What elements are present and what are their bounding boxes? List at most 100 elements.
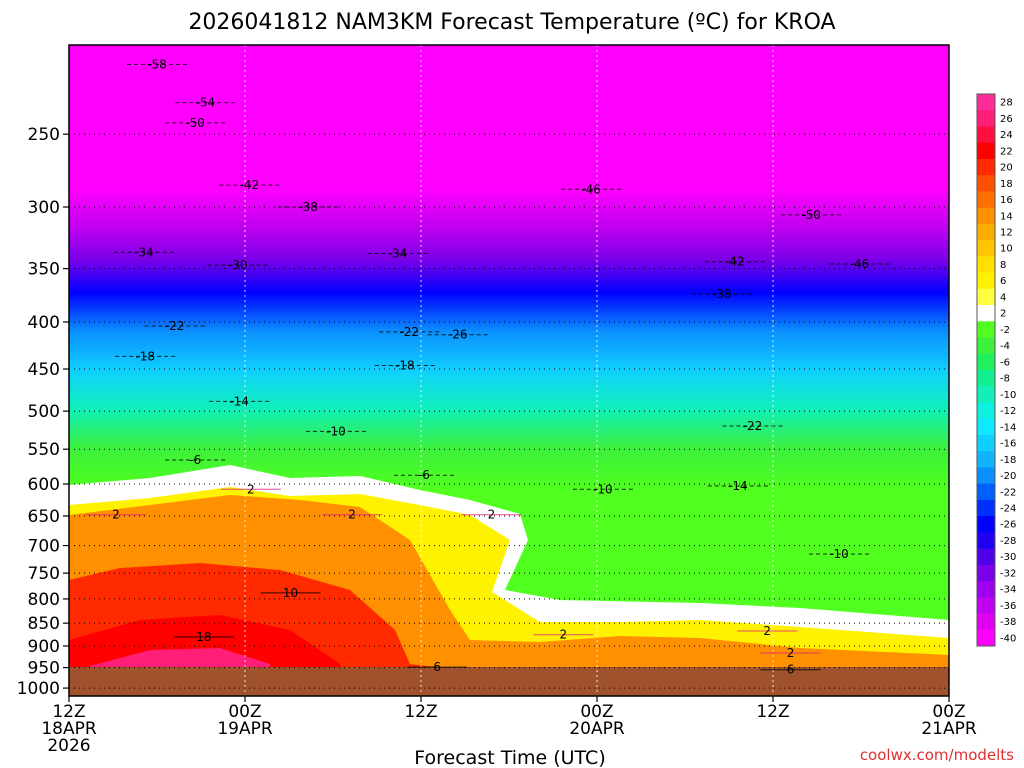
- colorbar-swatch: [977, 402, 995, 420]
- x-tick-label: 00Z: [580, 702, 613, 722]
- colorbar-swatch: [977, 532, 995, 550]
- colorbar-swatch: [977, 597, 995, 615]
- colorbar-swatch: [977, 434, 995, 452]
- colorbar-tick-label: -14: [1000, 422, 1016, 433]
- ground-layer: [69, 667, 949, 696]
- colorbar-tick-label: -32: [1000, 568, 1016, 579]
- x-tick-label: 12Z: [404, 702, 437, 722]
- colorbar: 28 26 24 22 20 18 16 14 12 10 8 6 4 2 -2 -4 -6 -8 -10 -12 -1…: [976, 93, 1016, 647]
- colorbar-tick-label: -18: [1000, 455, 1016, 466]
- isotherm-label: -26: [448, 328, 468, 342]
- colorbar-tick-label: -4: [1000, 341, 1010, 352]
- colorbar-swatch: [977, 337, 995, 355]
- colorbar-frame: [976, 93, 996, 647]
- colorbar-swatch: [977, 272, 995, 290]
- colorbar-swatch: [977, 370, 995, 387]
- colorbar-tick-label: -40: [1000, 633, 1016, 644]
- colorbar-swatch: [977, 629, 995, 647]
- isotherm-label: 2: [559, 628, 567, 642]
- colorbar-swatch: [977, 418, 995, 436]
- colorbar-swatch: [977, 110, 995, 127]
- y-tick-label: 350: [28, 260, 60, 280]
- isotherm-label: 6: [433, 660, 441, 674]
- x-tick-label: 20APR: [569, 719, 625, 739]
- y-tick-label: 950: [28, 659, 60, 679]
- colorbar-tick-label: -10: [1000, 390, 1016, 401]
- isotherm-label: 2: [488, 508, 496, 522]
- colorbar-swatch: [977, 288, 995, 306]
- colorbar-tick-label: -30: [1000, 552, 1016, 563]
- colorbar-tick-label: 8: [1000, 260, 1006, 271]
- colorbar-swatch: [977, 451, 995, 468]
- x-tick-label: 21APR: [921, 719, 977, 739]
- y-tick-label: 250: [28, 125, 60, 145]
- isotherm-label: -38: [298, 200, 318, 214]
- colorbar-tick-label: 16: [1000, 195, 1013, 206]
- colorbar-swatch: [977, 191, 995, 209]
- y-tick-label: 700: [28, 537, 60, 557]
- y-tick-label: 550: [28, 440, 60, 460]
- colorbar-tick-label: 2: [1000, 309, 1006, 320]
- colorbar-tick-label: 20: [1000, 163, 1013, 174]
- colorbar-swatch: [977, 581, 995, 598]
- colorbar-tick-label: -20: [1000, 471, 1016, 482]
- isotherm-label: -18: [395, 358, 415, 372]
- isotherm-label: -22: [399, 325, 419, 339]
- colorbar-swatch: [977, 613, 995, 631]
- colorbar-swatch: [977, 548, 995, 566]
- x-tick-label: 2026: [47, 736, 90, 756]
- credit-link[interactable]: coolwx.com/modelts: [860, 746, 1014, 764]
- isotherm-label: -14: [728, 479, 748, 493]
- colorbar-swatch: [977, 126, 995, 144]
- colorbar-tick-label: 18: [1000, 179, 1013, 190]
- isotherm-label: 10: [283, 586, 298, 600]
- isotherm-label: -34: [134, 245, 154, 259]
- isotherm-label: -46: [581, 182, 601, 196]
- y-axis-ticks: 250 300 350 400 450 500 550 600 650 700 750 800 850 9…: [17, 125, 69, 699]
- colorbar-swatch: [977, 386, 995, 403]
- colorbar-tick-label: 4: [1000, 292, 1006, 303]
- isotherm-label: -34: [388, 246, 408, 260]
- colorbar-tick-label: 26: [1000, 114, 1013, 125]
- isotherm-label: -22: [743, 419, 763, 433]
- colorbar-tick-label: -12: [1000, 406, 1016, 417]
- colorbar-tick-label: -8: [1000, 374, 1010, 385]
- x-tick-label: 12Z: [756, 702, 789, 722]
- isotherm-label: -38: [712, 287, 732, 301]
- colorbar-tick-label: -24: [1000, 504, 1016, 515]
- y-tick-label: 800: [28, 590, 60, 610]
- y-tick-label: 1000: [17, 679, 60, 699]
- isotherm-label: 18: [196, 630, 211, 644]
- isotherm-labels: -58 -54 -50 -42 -38 -34 -30 -34 -46 -50 -42 -46 -38 -…: [85, 57, 890, 677]
- colorbar-swatch: [977, 207, 995, 225]
- colorbar-swatch: [977, 467, 995, 485]
- x-tick-label: 00Z: [932, 702, 965, 722]
- colorbar-swatch: [977, 256, 995, 274]
- isotherm-label: -6: [418, 468, 430, 482]
- colorbar-swatch: [977, 499, 995, 517]
- y-tick-label: 500: [28, 402, 60, 422]
- isotherm-label: -50: [801, 208, 821, 222]
- y-tick-label: 850: [28, 614, 60, 634]
- isotherm-label: 6: [787, 663, 795, 677]
- isotherm-label: -18: [135, 349, 155, 363]
- gridlines: [69, 45, 949, 696]
- colorbar-tick-label: -16: [1000, 439, 1016, 450]
- colorbar-tick-label: -36: [1000, 601, 1016, 612]
- isotherm-label: -46: [850, 257, 870, 271]
- colorbar-swatch: [977, 305, 995, 322]
- y-tick-label: 300: [28, 198, 60, 218]
- plot-area: [69, 45, 949, 696]
- colorbar-tick-label: -22: [1000, 487, 1016, 498]
- colorbar-swatch: [977, 483, 995, 501]
- colorbar-tick-label: 28: [1000, 98, 1013, 109]
- isotherm-label: 2: [348, 508, 356, 522]
- colorbar-swatch: [977, 564, 995, 582]
- colorbar-tick-label: 12: [1000, 228, 1013, 239]
- colorbar-tick-label: -28: [1000, 536, 1016, 547]
- isotherm-label: -10: [593, 482, 613, 496]
- colorbar-swatch: [977, 175, 995, 192]
- x-tick-label: 12Z: [52, 702, 85, 722]
